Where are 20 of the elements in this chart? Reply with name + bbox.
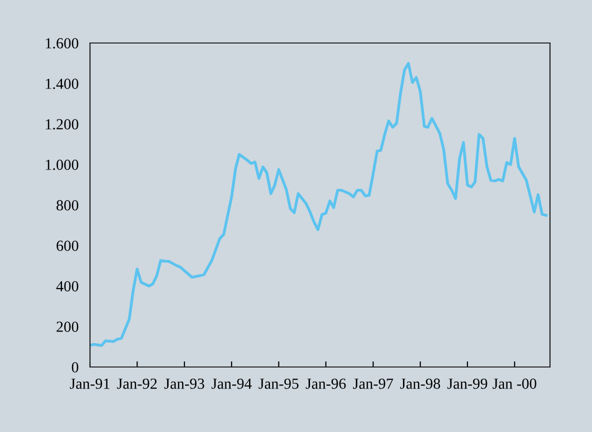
y-tick-label: 0 bbox=[72, 362, 78, 372]
y-tick-label: 1.600 bbox=[46, 38, 78, 49]
y-tick-label: 1.000 bbox=[46, 160, 78, 170]
x-tick-label: Jan-93 bbox=[164, 378, 204, 389]
y-tick-label: 600 bbox=[56, 240, 78, 251]
x-tick-label: Jan-94 bbox=[212, 378, 252, 389]
y-tick-label: 800 bbox=[56, 200, 78, 210]
x-tick-label: Jan-98 bbox=[400, 378, 440, 389]
y-tick-label: 1.200 bbox=[46, 119, 78, 130]
x-tick-label: Jan-97 bbox=[353, 378, 394, 389]
x-tick-label: Jan-95 bbox=[258, 378, 298, 389]
x-tick-label: Jan-91 bbox=[70, 378, 110, 389]
x-tick-label: Jan-96 bbox=[306, 378, 346, 389]
line-series bbox=[90, 62, 548, 347]
x-tick-label: Jan-99 bbox=[447, 378, 488, 389]
y-tick-label: 1.400 bbox=[46, 78, 78, 90]
x-tick-label: Jan-92 bbox=[117, 378, 157, 389]
y-tick-label: 200 bbox=[56, 322, 78, 332]
y-tick-label: 400 bbox=[56, 281, 78, 292]
x-tick-label: Jan -00 bbox=[492, 378, 536, 389]
